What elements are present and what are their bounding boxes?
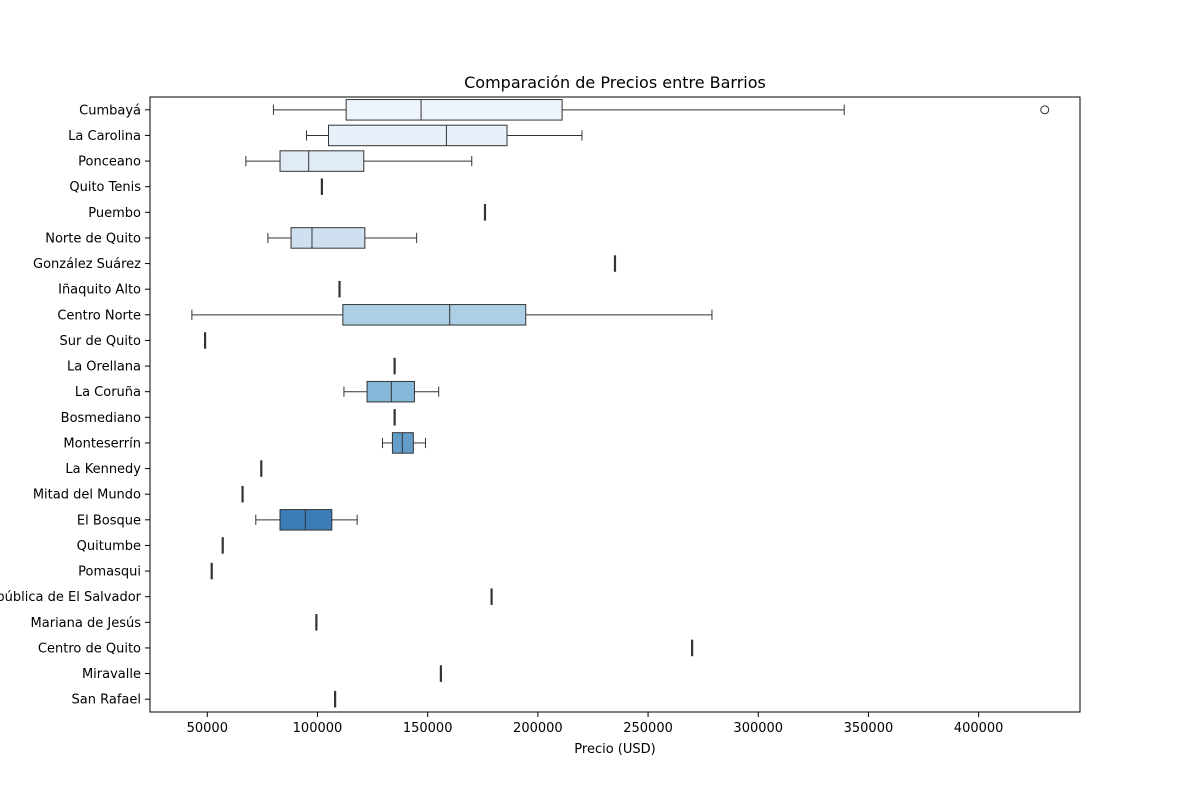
x-tick-label: 100000 — [293, 721, 343, 736]
x-tick-label: 150000 — [403, 721, 453, 736]
y-tick-label: Miravalle — [82, 667, 141, 682]
y-tick-label: Bosmediano — [61, 411, 141, 426]
x-tick-label: 50000 — [187, 721, 228, 736]
y-tick-label: Quitumbe — [77, 539, 141, 554]
x-axis-label: Precio (USD) — [574, 742, 655, 757]
x-tick-label: 400000 — [954, 721, 1004, 736]
x-tick-label: 300000 — [733, 721, 783, 736]
y-tick-label: La Coruña — [75, 385, 141, 400]
box-2 — [279, 150, 365, 172]
y-tick-label: Puembo — [88, 206, 141, 221]
y-tick-label: Mitad del Mundo — [33, 488, 141, 503]
y-tick-label: Iñaquito Alto — [58, 283, 141, 298]
y-tick-label: La Orellana — [67, 360, 141, 375]
y-tick-label: La Kennedy — [65, 462, 141, 477]
box-5 — [290, 227, 366, 249]
y-tick-label: Mariana de Jesús — [31, 616, 142, 631]
y-tick-label: La Carolina — [68, 129, 141, 144]
plot-frame — [149, 96, 1081, 713]
box-1 — [328, 124, 508, 147]
y-tick-label: Pomasqui — [78, 565, 141, 580]
y-tick-label: Monteserrín — [63, 436, 141, 451]
y-tick-label: Ponceano — [78, 155, 141, 170]
x-tick-label: 200000 — [513, 721, 563, 736]
box-16 — [279, 509, 333, 531]
box-0 — [345, 99, 563, 121]
y-tick-label: El Bosque — [77, 513, 141, 528]
y-tick-label: Quito Tenis — [69, 180, 141, 195]
x-tick-label: 350000 — [844, 721, 894, 736]
y-tick-label: González Suárez — [33, 257, 141, 272]
outlier-0-0 — [1040, 105, 1050, 115]
box-11 — [366, 380, 415, 403]
y-tick-label: Cumbayá — [79, 103, 141, 118]
y-tick-label: Centro de Quito — [38, 641, 141, 656]
y-tick-label: Norte de Quito — [45, 231, 141, 246]
plot-area: 50000 100000 150000 200000 250000 300000 35000… — [0, 99, 1050, 736]
box-13 — [391, 432, 414, 454]
box-8 — [342, 304, 527, 326]
chart-title: Comparación de Precios entre Barrios — [464, 73, 766, 92]
x-tick-label: 250000 — [623, 721, 673, 736]
y-tick-label: Centro Norte — [57, 308, 141, 323]
y-tick-label: San Rafael — [72, 693, 141, 708]
y-tick-label: República de El Salvador — [0, 590, 142, 605]
y-tick-label: Sur de Quito — [60, 334, 142, 349]
